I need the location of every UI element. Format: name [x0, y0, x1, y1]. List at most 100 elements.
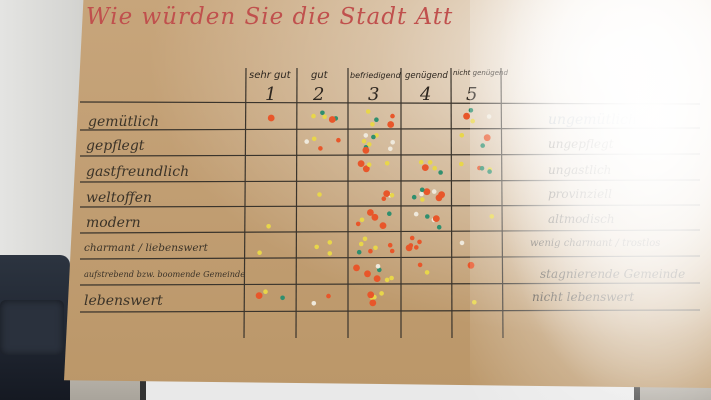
sticker-dot [255, 292, 263, 299]
sticker-dot [357, 160, 365, 168]
sticker-dot [327, 251, 333, 256]
sticker-dot [472, 300, 477, 305]
row-label-left-5: modern [86, 215, 141, 231]
sticker-dot [266, 224, 271, 229]
sticker-dot [311, 301, 317, 306]
sticker-dot [355, 221, 361, 227]
sticker-dot [311, 136, 317, 142]
column-line [500, 67, 504, 339]
row-label-left-7: aufstrebend bzw. boomende Gemeinde [84, 269, 245, 279]
sticker-dot [419, 187, 425, 193]
column-label-4: genügend [405, 71, 448, 81]
row-label-left-6: charmant / liebenswert [84, 242, 209, 254]
sticker-dot [436, 224, 442, 230]
row-line [79, 255, 701, 260]
poster-title: Wie würden Sie die Stadt Att [86, 4, 453, 30]
sticker-dot [374, 117, 379, 122]
column-number-1: 1 [265, 84, 276, 105]
sticker-dot [423, 188, 431, 196]
sticker-dot [387, 242, 393, 248]
sticker-dot [421, 164, 429, 172]
column-number-3: 3 [368, 84, 379, 105]
sticker-dot [363, 133, 369, 138]
sticker-dot [409, 235, 415, 241]
sticker-dot [459, 133, 465, 138]
column-label-1: sehr gut [249, 70, 292, 81]
sticker-dot [384, 161, 390, 166]
sticker-dot [438, 170, 443, 175]
sticker-dot [463, 112, 470, 120]
sticker-dot [413, 211, 419, 217]
sticker-dot [359, 217, 365, 223]
sticker-dot [361, 139, 367, 144]
sticker-dot [365, 109, 371, 114]
sticker-dot [431, 189, 437, 194]
sticker-dot [390, 140, 396, 145]
sticker-dot [425, 214, 430, 219]
sticker-dot [326, 293, 331, 299]
sticker-dot [419, 191, 424, 197]
sticker-dot [370, 122, 375, 127]
sticker-dot [367, 209, 374, 216]
sticker-dot [373, 275, 381, 282]
row-labels-right: ungemütlich ungepflegt ungastlich provin… [530, 112, 685, 304]
sticker-dot [389, 248, 395, 254]
row-line [79, 309, 701, 313]
row-label-right-5: altmodisch [548, 212, 615, 226]
sticker-dot [327, 240, 333, 245]
sticker-dot [459, 161, 464, 167]
sticker-dot [438, 191, 445, 199]
row-label-left-3: gastfreundlich [86, 164, 189, 180]
sticker-dot [424, 270, 430, 275]
sticker-dot [320, 110, 325, 116]
row-label-right-4: provinziell [548, 187, 612, 201]
sticker-dot [328, 116, 336, 123]
sticker-dot [405, 244, 413, 252]
sticker-dot [377, 267, 382, 273]
sticker-dot [314, 244, 320, 250]
row-line [79, 282, 701, 286]
column-number-2: 2 [312, 84, 324, 105]
sticker-dot [311, 113, 316, 119]
sticker-dot [427, 160, 433, 165]
sticker-dot [420, 197, 425, 202]
sticker-dot [366, 162, 372, 167]
sticker-dot [417, 239, 422, 245]
sticker-dot [318, 146, 323, 151]
row-label-left-2: gepflegt [86, 138, 145, 154]
row-line [79, 179, 701, 183]
sticker-dot [388, 146, 393, 152]
sticker-dot [364, 270, 371, 278]
column-label-3: befriedigend [350, 71, 402, 80]
sticker-dot [263, 289, 268, 295]
sticker-dot [367, 291, 375, 299]
row-label-right-1: ungemütlich [548, 112, 637, 128]
sticker-dot [322, 114, 327, 120]
row-label-right-3: ungastlich [548, 163, 611, 177]
sticker-dot [387, 211, 392, 216]
sticker-dot [257, 250, 262, 255]
sticker-dot [414, 245, 419, 250]
column-line [295, 67, 298, 339]
sticker-dot [362, 146, 370, 154]
row-label-left-4: weltoffen [86, 190, 152, 206]
sticker-dots [255, 108, 495, 307]
sticker-dot [489, 214, 495, 219]
sticker-dot [486, 114, 492, 119]
sticker-dot [369, 299, 377, 307]
sticker-dot [459, 240, 465, 246]
column-line [243, 67, 247, 339]
sticker-dot [467, 261, 475, 269]
sticker-dot [381, 196, 387, 201]
sticker-dot [267, 114, 275, 122]
row-label-right-2: ungepflegt [548, 137, 614, 151]
sticker-dot [384, 277, 390, 283]
row-line [79, 101, 701, 105]
sticker-dot [362, 236, 368, 242]
sticker-dot [389, 275, 394, 281]
row-label-left-8: lebenswert [84, 293, 163, 309]
sticker-dot [383, 190, 391, 198]
sticker-dot [371, 213, 379, 221]
sticker-dot [368, 248, 373, 254]
